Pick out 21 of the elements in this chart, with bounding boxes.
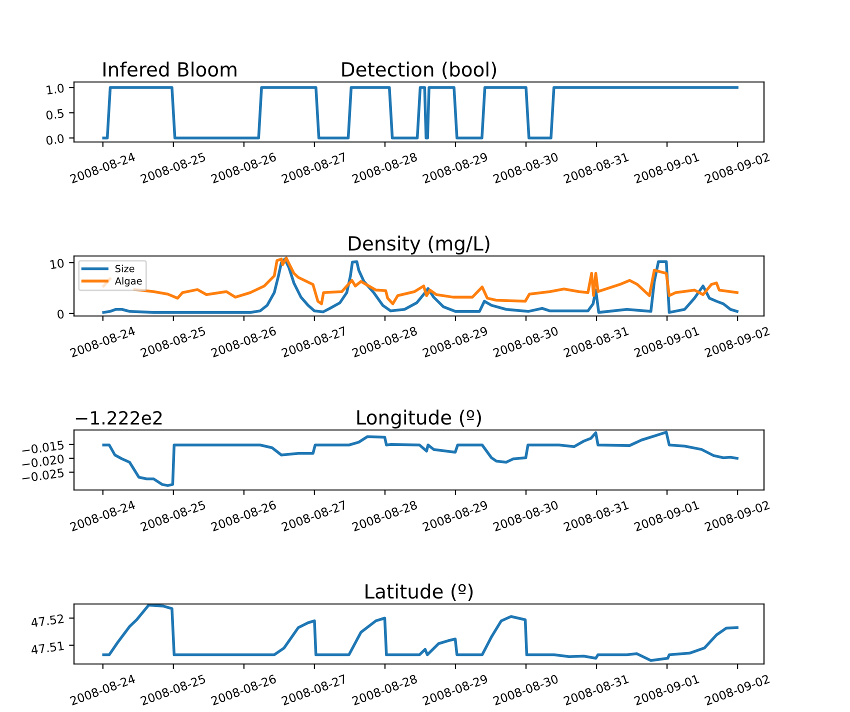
y-tick-label: 10 xyxy=(50,258,64,270)
line-series xyxy=(102,430,738,487)
line-series xyxy=(102,258,738,314)
y-tick-label: −0.015 xyxy=(22,440,64,455)
y-tick-label: 47.52 xyxy=(30,614,64,628)
chart-title: Density (mg/L) xyxy=(348,236,490,254)
chart-title: Longitude (º) xyxy=(357,410,481,428)
y-tick-label: 0.0 xyxy=(46,134,64,146)
chart-subtitle: Infered Bloom xyxy=(104,62,236,77)
y-tick-label: 0 xyxy=(57,309,64,319)
y-tick-label: −0.025 xyxy=(22,468,64,483)
line-series xyxy=(102,604,738,662)
y-tick-label: 0.5 xyxy=(46,108,64,120)
legend-label: Algae xyxy=(114,277,142,286)
y-tick-label: 1.0 xyxy=(46,83,64,95)
chart-title: Latitude (º) xyxy=(366,584,473,602)
chart-title: Detection (bool) xyxy=(342,62,496,80)
y-tick-label: 47.51 xyxy=(30,641,64,654)
legend-label: Size xyxy=(115,264,134,272)
text: −1.222e2 xyxy=(76,411,162,425)
y-tick-label: −0.020 xyxy=(22,454,64,469)
